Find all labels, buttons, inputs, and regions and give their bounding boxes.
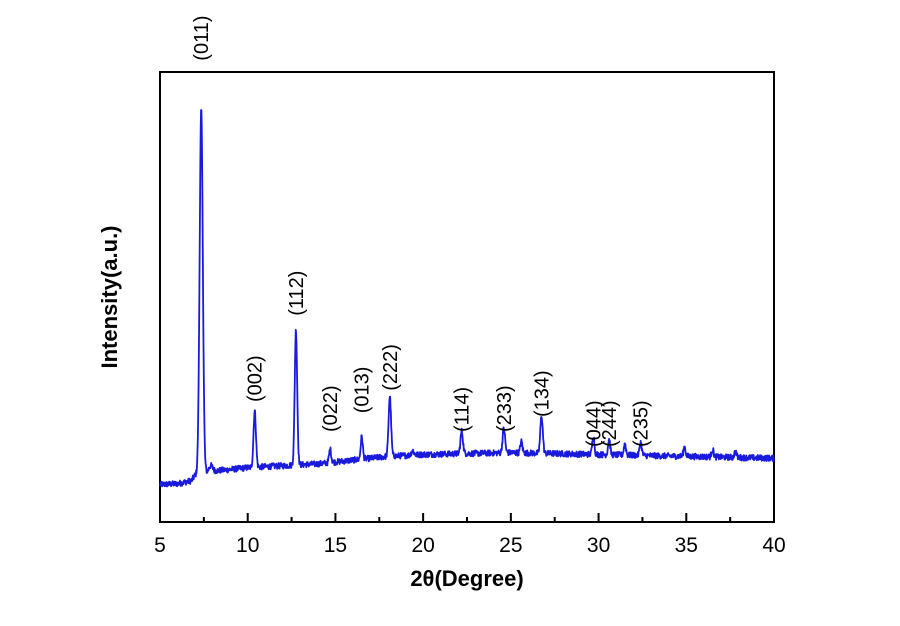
- x-tick-label: 10: [236, 534, 259, 557]
- x-tick-label: 20: [411, 534, 434, 557]
- peak-labels: (011) (002) (112) (022) (013) (222) (114) (233)…: [191, 15, 653, 447]
- peak-label: (244): [599, 400, 621, 447]
- peak-label: (235): [631, 400, 653, 447]
- peak-label: (112): [286, 271, 308, 316]
- peak-label: (222): [380, 344, 402, 391]
- x-tick-label: 40: [762, 534, 785, 557]
- x-tick-label: 35: [675, 534, 698, 557]
- x-tick-label: 25: [499, 534, 522, 557]
- peak-label: (011): [191, 15, 213, 60]
- x-tick-label: 30: [587, 534, 610, 557]
- x-tick-label: 15: [324, 534, 347, 557]
- peak-label: (002): [245, 355, 267, 402]
- peak-label: (134): [532, 370, 554, 417]
- peak-label: (013): [352, 367, 374, 414]
- x-tick-label: 5: [154, 534, 166, 557]
- peak-label: (022): [320, 385, 342, 432]
- x-axis-ticks: [159, 513, 775, 522]
- peak-label: (233): [494, 385, 516, 432]
- peak-label: (114): [452, 387, 474, 432]
- series-line: [159, 109, 775, 488]
- x-axis-title: 2θ(Degree): [410, 566, 523, 591]
- y-axis-title: Intensity(a.u.): [97, 225, 122, 368]
- x-axis-tick-labels: 5 10 15 20 25 30 35 40: [154, 534, 786, 557]
- peak-label: (044): [583, 400, 605, 447]
